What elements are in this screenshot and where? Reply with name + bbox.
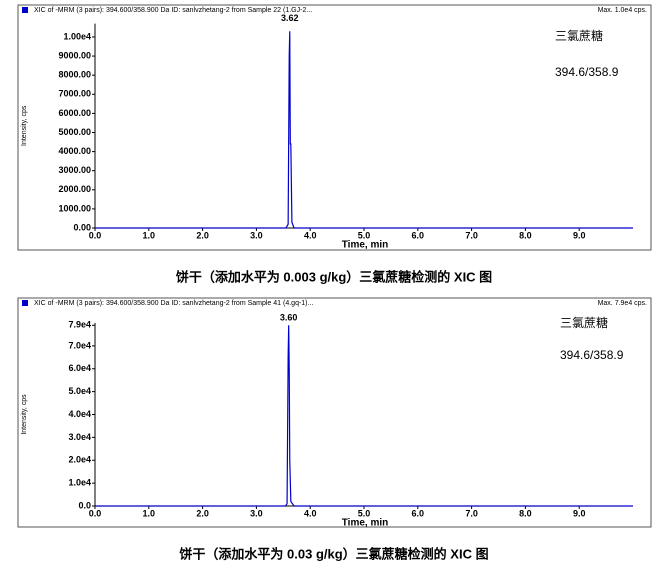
- y-axis-label: Intensity, cps: [21, 394, 28, 435]
- x-tick-label: 8.0: [519, 508, 532, 518]
- y-tick-label: 9000.00: [58, 50, 91, 60]
- max-label: Max. 1.0e4 cps.: [598, 7, 647, 14]
- y-tick-label: 3.0e4: [68, 432, 91, 442]
- x-tick-label: 0.0: [89, 230, 102, 240]
- y-tick-label: 2.0e4: [68, 455, 91, 465]
- y-tick-label: 1.00e4: [63, 31, 91, 41]
- panel-frame: [17, 297, 652, 528]
- x-tick-label: 7.0: [465, 508, 478, 518]
- x-tick-label: 5.0: [358, 508, 371, 518]
- x-tick-label: 5.0: [358, 230, 371, 240]
- header: XIC of -MRM (3 pairs): 394.600/358.900 D…: [34, 7, 312, 14]
- x-tick-label: 1.0: [143, 508, 156, 518]
- y-tick-label: 6000.00: [58, 108, 91, 118]
- panel-frame: [17, 4, 652, 251]
- x-tick-label: 0.0: [89, 508, 102, 518]
- x-tick-label: 4.0: [304, 508, 317, 518]
- peak-label: 3.60: [280, 312, 298, 322]
- header-icon: [22, 300, 28, 306]
- caption: 饼干（添加水平为 0.03 g/kg）三氯蔗糖检测的 XIC 图: [179, 546, 488, 561]
- y-tick-label: 5.0e4: [68, 386, 91, 396]
- x-tick-label: 2.0: [196, 508, 209, 518]
- x-tick-label: 3.0: [250, 508, 263, 518]
- x-tick-label: 4.0: [304, 230, 317, 240]
- x-tick-label: 9.0: [573, 508, 586, 518]
- annotation: 394.6/358.9: [555, 65, 619, 79]
- x-tick-label: 9.0: [573, 230, 586, 240]
- x-tick-label: 2.0: [196, 230, 209, 240]
- y-tick-label: 1.0e4: [68, 478, 91, 488]
- trace: [95, 325, 633, 507]
- y-tick-label: 7.9e4: [68, 320, 91, 330]
- y-tick-label: 4000.00: [58, 146, 91, 156]
- y-tick-label: 0.00: [73, 222, 91, 232]
- annotation: 三氯蔗糖: [560, 315, 608, 330]
- max-label: Max. 7.9e4 cps.: [598, 300, 647, 307]
- y-tick-label: 2000.00: [58, 184, 91, 194]
- y-axis-label: Intensity, cps: [21, 105, 28, 146]
- x-tick-label: 7.0: [465, 230, 478, 240]
- annotation: 三氯蔗糖: [555, 28, 603, 43]
- y-tick-label: 7000.00: [58, 89, 91, 99]
- y-tick-label: 0.0: [78, 500, 91, 510]
- y-tick-label: 8000.00: [58, 70, 91, 80]
- x-tick-label: 6.0: [412, 230, 425, 240]
- x-tick-label: 1.0: [143, 230, 156, 240]
- y-tick-label: 6.0e4: [68, 363, 91, 373]
- x-axis-label: Time, min: [342, 518, 389, 529]
- x-tick-label: 3.0: [250, 230, 263, 240]
- caption: 饼干（添加水平为 0.003 g/kg）三氯蔗糖检测的 XIC 图: [176, 269, 492, 284]
- x-tick-label: 6.0: [412, 508, 425, 518]
- x-axis-label: Time, min: [342, 240, 389, 251]
- x-tick-label: 8.0: [519, 230, 532, 240]
- y-tick-label: 3000.00: [58, 165, 91, 175]
- y-tick-label: 5000.00: [58, 127, 91, 137]
- y-tick-label: 4.0e4: [68, 409, 91, 419]
- trace: [95, 31, 633, 229]
- header-icon: [22, 7, 28, 13]
- annotation: 394.6/358.9: [560, 348, 624, 362]
- y-tick-label: 7.0e4: [68, 340, 91, 350]
- header: XIC of -MRM (3 pairs): 394.600/358.900 D…: [34, 300, 313, 307]
- peak-label: 3.62: [281, 13, 299, 23]
- y-tick-label: 1000.00: [58, 203, 91, 213]
